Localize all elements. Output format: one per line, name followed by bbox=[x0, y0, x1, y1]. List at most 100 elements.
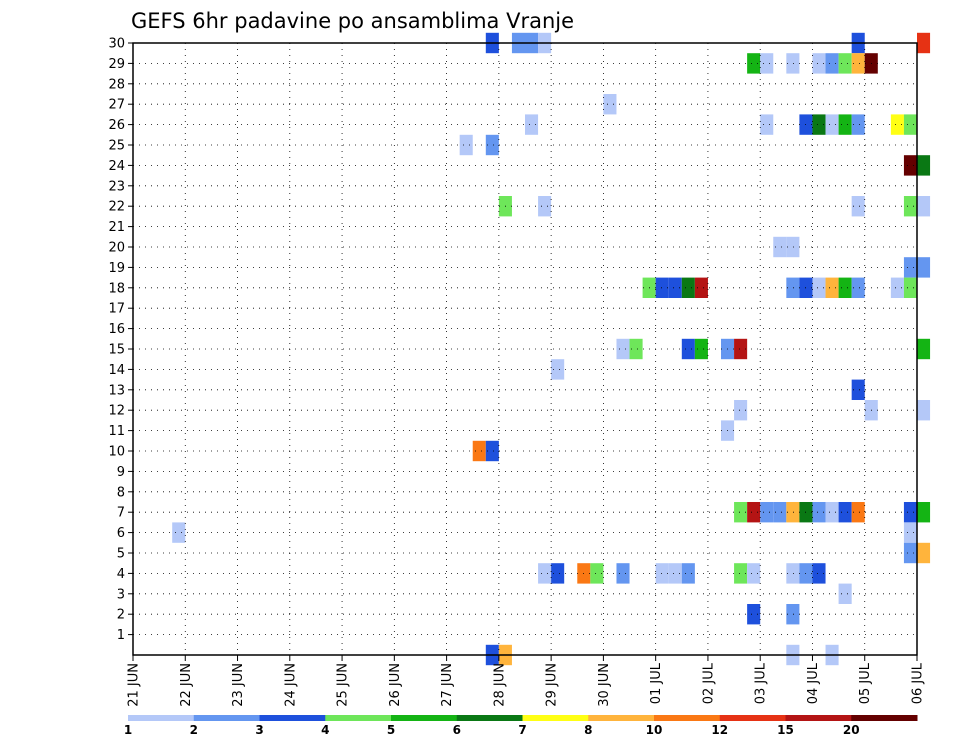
heatmap-cell bbox=[694, 277, 708, 298]
y-tick-label: 9 bbox=[117, 465, 125, 480]
x-tick-label: 02 JUL bbox=[701, 662, 716, 704]
heatmap-cells bbox=[172, 32, 931, 666]
colorbar-label: 20 bbox=[843, 723, 860, 737]
y-tick-label: 8 bbox=[117, 485, 125, 500]
colorbar-swatch bbox=[851, 715, 918, 721]
y-tick-label: 7 bbox=[117, 506, 125, 521]
heatmap-cell bbox=[851, 114, 865, 135]
heatmap-cell bbox=[734, 400, 748, 421]
heatmap-cell bbox=[812, 114, 826, 135]
heatmap-cell bbox=[786, 604, 800, 625]
colorbar-label: 6 bbox=[453, 723, 461, 737]
heatmap-cell bbox=[917, 155, 931, 176]
heatmap-cell bbox=[851, 379, 865, 400]
colorbar-label: 4 bbox=[321, 723, 329, 737]
heatmap-cell bbox=[903, 277, 917, 298]
colorbar-swatch bbox=[128, 715, 195, 721]
heatmap-cell bbox=[825, 53, 839, 74]
colorbar-label: 7 bbox=[518, 723, 526, 737]
grid-lines bbox=[133, 42, 918, 655]
heatmap-cell bbox=[760, 53, 774, 74]
heatmap-cell bbox=[917, 542, 931, 564]
y-tick-label: 12 bbox=[108, 404, 125, 419]
heatmap-cell bbox=[917, 338, 931, 360]
heatmap-cell bbox=[681, 277, 695, 298]
colorbar-swatch bbox=[719, 715, 786, 721]
heatmap-cell bbox=[917, 502, 931, 523]
heatmap-cell bbox=[629, 338, 643, 360]
y-tick-label: 4 bbox=[117, 567, 125, 582]
colorbar-swatch bbox=[193, 715, 260, 721]
heatmap-cell bbox=[838, 53, 852, 74]
y-tick-label: 25 bbox=[108, 139, 125, 154]
colorbar-swatch bbox=[456, 715, 523, 721]
colorbar-swatch bbox=[325, 715, 392, 721]
x-tick-label: 25 JUN bbox=[336, 663, 351, 707]
heatmap-cell bbox=[917, 257, 931, 278]
colorbar-label: 5 bbox=[387, 723, 395, 737]
heatmap-cell bbox=[825, 277, 839, 298]
heatmap-cell bbox=[812, 53, 826, 74]
x-tick-label: 01 JUL bbox=[649, 662, 664, 704]
y-tick-label: 14 bbox=[108, 363, 125, 378]
heatmap-cell bbox=[786, 277, 800, 298]
heatmap-cell bbox=[485, 134, 499, 156]
heatmap-cell bbox=[812, 502, 826, 523]
x-axis: 21 JUN 22 JUN 23 JUN 24 JUN 25 JUN 26 JUN 27 J… bbox=[127, 655, 926, 707]
x-tick-label: 21 JUN bbox=[127, 663, 142, 707]
colorbar-label: 15 bbox=[777, 723, 794, 737]
x-tick-label: 03 JUL bbox=[754, 662, 769, 704]
heatmap-cell bbox=[917, 196, 931, 217]
colorbar-label: 3 bbox=[255, 723, 263, 737]
heatmap-cell bbox=[747, 502, 761, 523]
heatmap-cell bbox=[838, 114, 852, 135]
heatmap-cell bbox=[851, 53, 865, 74]
y-tick-label: 23 bbox=[108, 179, 125, 194]
heatmap-cell bbox=[747, 53, 761, 74]
y-tick-label: 1 bbox=[117, 628, 125, 643]
heatmap-cell bbox=[825, 114, 839, 135]
colorbar-label: 1 bbox=[124, 723, 132, 737]
y-tick-label: 19 bbox=[108, 261, 125, 276]
y-tick-label: 20 bbox=[108, 241, 125, 256]
heatmap-cell bbox=[917, 32, 931, 54]
heatmap-cell bbox=[786, 502, 800, 523]
heatmap-cell bbox=[668, 563, 682, 584]
y-tick-label: 2 bbox=[117, 608, 125, 623]
heatmap-cell bbox=[172, 522, 186, 543]
y-tick-label: 18 bbox=[108, 281, 125, 296]
heatmap-cell bbox=[903, 502, 917, 523]
colorbar-swatch bbox=[588, 715, 655, 721]
x-tick-label: 04 JUL bbox=[806, 662, 821, 704]
y-tick-label: 10 bbox=[108, 445, 125, 460]
heatmap-cell bbox=[903, 155, 917, 176]
x-tick-label: 05 JUL bbox=[858, 662, 873, 704]
heatmap-cell bbox=[668, 277, 682, 298]
heatmap-cell bbox=[485, 440, 499, 462]
heatmap-cell bbox=[472, 440, 486, 462]
heatmap-cell bbox=[903, 522, 917, 543]
chart-title: GEFS 6hr padavine po ansamblima Vranje bbox=[131, 9, 574, 33]
colorbar-label: 10 bbox=[646, 723, 663, 737]
x-tick-label: 28 JUN bbox=[492, 663, 507, 707]
heatmap-cell bbox=[590, 563, 604, 584]
heatmap-cell bbox=[551, 359, 565, 380]
x-tick-label: 06 JUL bbox=[911, 662, 926, 704]
heatmap-cell bbox=[760, 502, 774, 523]
heatmap-cell bbox=[538, 563, 552, 584]
heatmap-cell bbox=[786, 563, 800, 584]
heatmap-cell bbox=[890, 114, 904, 135]
heatmap-cell bbox=[694, 338, 708, 360]
y-tick-label: 28 bbox=[108, 77, 125, 92]
heatmap-cell bbox=[734, 338, 748, 360]
heatmap-cell bbox=[786, 53, 800, 74]
colorbar-swatch bbox=[259, 715, 326, 721]
heatmap-cell bbox=[903, 114, 917, 135]
y-axis: 1234567891011121314151617181920212223242… bbox=[108, 37, 133, 643]
heatmap-cell bbox=[616, 563, 630, 584]
y-tick-label: 11 bbox=[108, 424, 125, 439]
heatmap-cell bbox=[681, 563, 695, 584]
heatmap-cell bbox=[851, 196, 865, 217]
y-tick-label: 6 bbox=[117, 526, 125, 541]
